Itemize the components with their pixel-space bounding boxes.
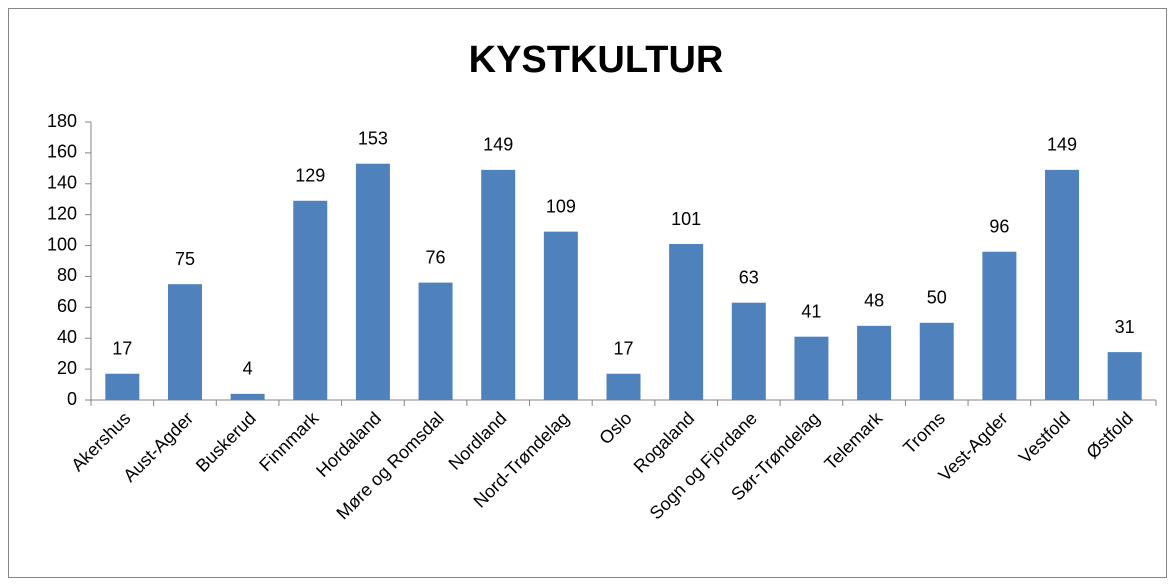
bar	[543, 231, 578, 400]
bar	[857, 325, 892, 400]
data-label: 17	[613, 338, 633, 358]
y-tick-label: 60	[57, 296, 77, 316]
y-tick-label: 180	[47, 111, 77, 131]
bar	[731, 302, 766, 400]
data-label: 48	[864, 291, 884, 311]
bar	[1107, 352, 1142, 400]
y-tick-label: 100	[47, 234, 77, 254]
bar	[418, 282, 453, 400]
chart-title: KYSTKULTUR	[469, 39, 724, 81]
bar	[293, 200, 328, 400]
data-label: 76	[426, 247, 446, 267]
y-tick-label: 160	[47, 142, 77, 162]
bar	[669, 244, 704, 400]
bar	[105, 373, 140, 400]
y-tick-label: 140	[47, 173, 77, 193]
data-label: 153	[358, 128, 388, 148]
data-label: 4	[243, 359, 253, 379]
data-label: 75	[175, 249, 195, 269]
bar	[982, 251, 1017, 400]
bar	[1045, 169, 1080, 400]
bar	[481, 169, 516, 400]
data-label: 149	[483, 135, 513, 155]
data-label: 149	[1047, 135, 1077, 155]
bar	[230, 393, 265, 400]
bar	[794, 336, 829, 400]
data-label: 129	[295, 166, 325, 186]
data-label: 96	[989, 216, 1009, 236]
data-label: 109	[546, 196, 576, 216]
bar	[355, 163, 390, 400]
bar	[167, 284, 202, 400]
data-label: 101	[671, 209, 701, 229]
y-tick-label: 80	[57, 265, 77, 285]
data-label: 31	[1115, 317, 1135, 337]
data-label: 63	[739, 267, 759, 287]
y-tick-label: 40	[57, 327, 77, 347]
bar	[606, 373, 641, 400]
y-tick-label: 120	[47, 203, 77, 223]
data-label: 41	[801, 301, 821, 321]
data-label: 17	[112, 338, 132, 358]
bar	[919, 322, 954, 400]
y-tick-label: 0	[67, 389, 77, 409]
y-tick-label: 20	[57, 358, 77, 378]
data-label: 50	[927, 288, 947, 308]
